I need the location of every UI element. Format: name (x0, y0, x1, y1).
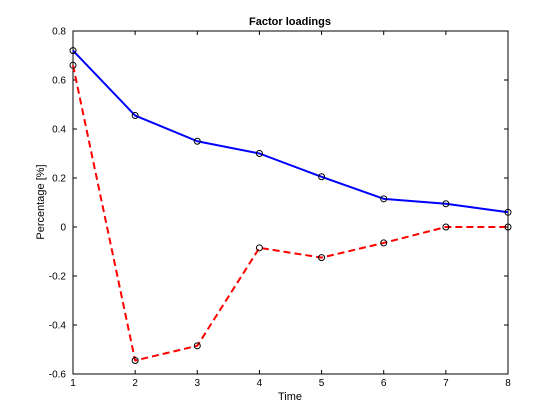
series-2-point (131, 357, 139, 365)
series-2-point (504, 223, 512, 231)
series-1-point (318, 173, 326, 181)
x-tick-label: 6 (381, 378, 387, 389)
y-tick-label: 0 (60, 223, 66, 234)
series-2-point (69, 61, 77, 69)
y-tick-label: 0.4 (52, 125, 66, 136)
series-2-point (318, 254, 326, 262)
y-tick-label: -0.2 (49, 272, 67, 283)
x-axis-label: Time (278, 391, 302, 403)
series-2-point (193, 342, 201, 350)
series-1-point (380, 195, 388, 203)
series-2-point (380, 239, 388, 247)
series-1-point (504, 208, 512, 216)
x-tick-label: 7 (443, 378, 449, 389)
series-2-line (72, 65, 508, 362)
series-1-point (69, 47, 77, 55)
x-tick-label: 2 (132, 378, 138, 389)
x-tick-label: 3 (195, 378, 201, 389)
series-1-line (72, 49, 509, 214)
chart-title: Factor loadings (249, 16, 331, 28)
x-tick-label: 8 (505, 378, 511, 389)
series-1-point (193, 137, 201, 145)
y-tick-label: -0.4 (49, 321, 67, 332)
x-tick-label: 4 (257, 378, 263, 389)
y-axis-label: Percentage [%] (35, 164, 47, 239)
series-layer (69, 47, 512, 365)
y-tick-label: 0.6 (52, 76, 66, 87)
y-tick-label: 0.2 (52, 174, 66, 185)
series-2-point (255, 244, 263, 252)
x-axis: 1 2 3 4 5 6 7 8 (70, 31, 511, 389)
y-tick-label: -0.6 (49, 370, 67, 381)
series-1-point (255, 150, 263, 157)
series-2-point (442, 223, 450, 231)
series-1-point (131, 112, 139, 120)
x-tick-label: 5 (319, 378, 325, 389)
series-1-point (442, 200, 450, 208)
y-tick-label: 0.8 (52, 27, 66, 38)
x-tick-label: 1 (70, 378, 76, 389)
